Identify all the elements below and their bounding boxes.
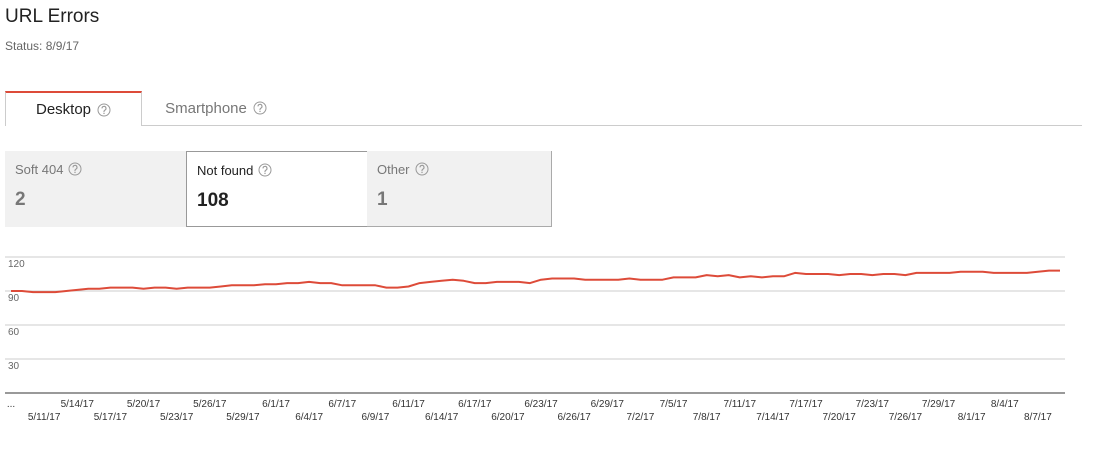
tab-label: Smartphone	[165, 99, 247, 117]
x-tick-label: 5/26/17	[193, 399, 227, 410]
x-tick-label: 6/17/17	[458, 399, 492, 410]
help-icon[interactable]	[253, 101, 267, 115]
tab-underline	[142, 125, 1082, 126]
page-title: URL Errors	[5, 6, 100, 27]
x-tick-label: 7/5/17	[660, 399, 688, 410]
tab-label: Desktop	[35, 101, 92, 118]
x-tick-label: 7/14/17	[756, 412, 790, 423]
x-tick-label: 6/20/17	[491, 412, 525, 423]
help-icon[interactable]	[97, 103, 111, 117]
y-tick-label: 30	[8, 361, 20, 372]
x-tick-label: 7/23/17	[856, 399, 890, 410]
x-tick-label: 7/8/17	[693, 412, 721, 423]
summary-card[interactable]: Other 1	[367, 151, 552, 227]
x-tick-label: 5/23/17	[160, 412, 194, 423]
x-tick-label: 7/11/17	[723, 399, 756, 410]
y-tick-label: 60	[8, 327, 20, 338]
x-tick-label: 6/4/17	[295, 412, 323, 423]
x-tick-label: 7/26/17	[889, 412, 923, 423]
help-icon[interactable]	[415, 162, 429, 176]
card-label-text: Other	[377, 161, 410, 177]
x-tick-label: 8/4/17	[991, 399, 1019, 410]
card-value: 1	[377, 189, 388, 210]
x-tick-label: 6/26/17	[557, 412, 591, 423]
status: Status: 8/9/17	[5, 39, 80, 53]
x-tick-label: 7/29/17	[922, 399, 956, 410]
x-tick-label: 7/2/17	[626, 412, 654, 423]
card-label: Not found	[197, 162, 357, 178]
x-tick-label: 5/29/17	[226, 412, 260, 423]
card-label-text: Not found	[197, 162, 254, 178]
tab[interactable]: Desktop	[5, 91, 142, 126]
x-tick-label: ...	[7, 399, 15, 410]
y-tick-label: 120	[8, 259, 25, 270]
line-series	[11, 269, 1060, 294]
x-tick-label: 6/9/17	[361, 412, 389, 423]
x-tick-label: 5/17/17	[94, 412, 128, 423]
x-tick-label: 6/11/17	[392, 399, 425, 410]
y-tick-label: 90	[8, 293, 20, 304]
x-tick-label: 5/20/17	[127, 399, 161, 410]
tab[interactable]: Smartphone	[142, 91, 290, 125]
summary-card[interactable]: Not found 108	[186, 151, 368, 227]
x-tick-label: 5/14/17	[61, 399, 95, 410]
x-tick-label: 8/1/17	[958, 412, 986, 423]
x-tick-label: 6/29/17	[591, 399, 625, 410]
x-tick-label: 6/1/17	[262, 399, 290, 410]
x-tick-label: 6/7/17	[328, 399, 356, 410]
card-label: Other	[377, 161, 541, 177]
x-tick-label: 7/17/17	[789, 399, 823, 410]
x-tick-label: 6/14/17	[425, 412, 459, 423]
card-value: 108	[197, 190, 229, 211]
card-value: 2	[15, 189, 26, 210]
help-icon[interactable]	[68, 162, 82, 176]
x-tick-label: 8/7/17	[1024, 412, 1052, 423]
summary-card[interactable]: Soft 404 2	[5, 151, 186, 227]
card-label-text: Soft 404	[15, 161, 64, 177]
x-tick-label: 7/20/17	[822, 412, 856, 423]
x-tick-label: 6/23/17	[524, 399, 558, 410]
help-icon[interactable]	[258, 163, 272, 177]
card-label: Soft 404	[15, 161, 176, 177]
x-tick-label: 5/11/17	[28, 412, 61, 423]
